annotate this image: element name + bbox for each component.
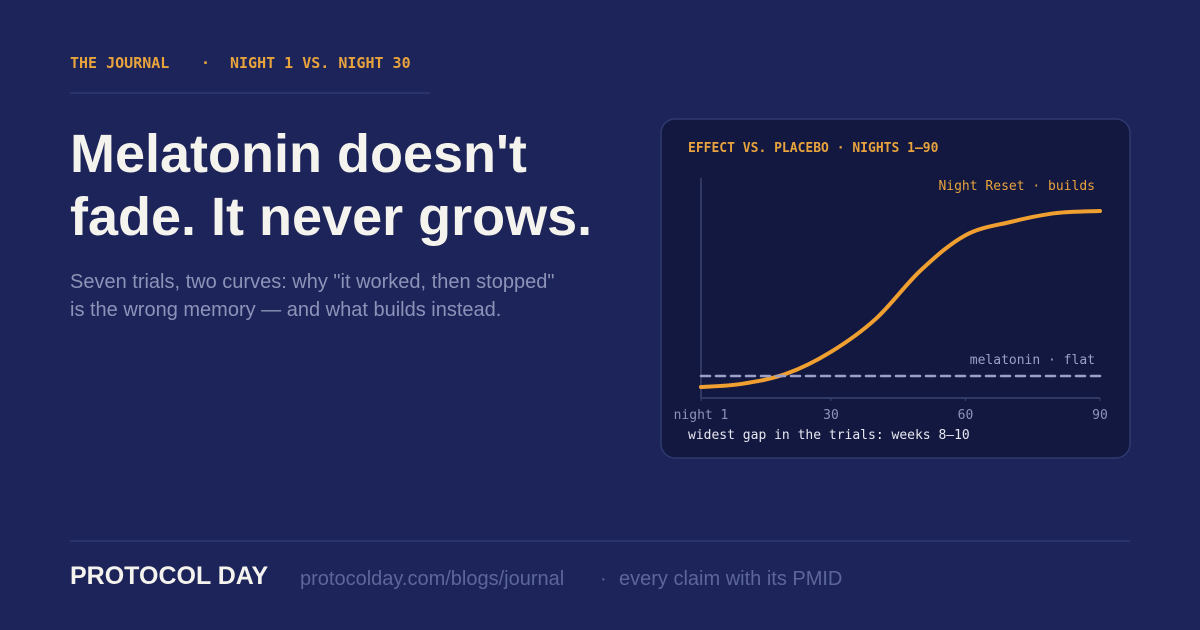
- eyebrow: NIGHT 1 VS. NIGHT 30: [230, 54, 411, 72]
- eyebrow-separator: ·: [201, 54, 210, 72]
- x-tick-label: 30: [823, 408, 839, 423]
- x-tick-label: 90: [1092, 408, 1108, 423]
- headline: Melatonin doesn't: [70, 124, 527, 184]
- subtitle: is the wrong memory — and what builds in…: [70, 299, 501, 321]
- brand: PROTOCOL DAY: [70, 562, 269, 590]
- eyebrow: THE JOURNAL: [70, 54, 169, 72]
- tagline: every claim with its PMID: [619, 568, 842, 590]
- chart-caption: widest gap in the trials: weeks 8–10: [688, 428, 970, 443]
- series-label: Night Reset · builds: [938, 179, 1095, 194]
- subtitle: Seven trials, two curves: why "it worked…: [70, 271, 554, 293]
- series-line: [699, 209, 1102, 389]
- separator: ·: [600, 568, 607, 590]
- x-tick-label: night 1: [674, 408, 729, 423]
- chart-card: [660, 118, 1131, 459]
- url: protocolday.com/blogs/journal: [300, 568, 564, 590]
- chart-title: EFFECT VS. PLACEBO · NIGHTS 1–90: [688, 141, 939, 156]
- x-tick-label: 60: [958, 408, 974, 423]
- series-label: melatonin · flat: [970, 353, 1095, 368]
- headline: fade. It never grows.: [70, 187, 592, 247]
